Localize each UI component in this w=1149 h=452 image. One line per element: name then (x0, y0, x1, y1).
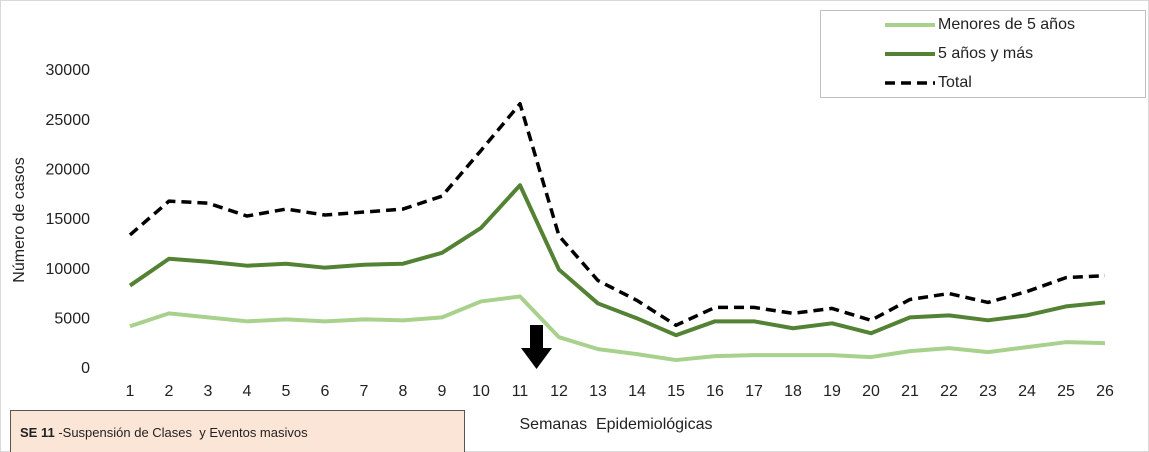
x-tick-label: 16 (706, 383, 724, 400)
legend-label: Menores de 5 años (938, 16, 1075, 33)
x-tick-label: 24 (1018, 383, 1036, 400)
y-axis-label: Número de casos (11, 157, 28, 282)
y-tick-label: 0 (81, 360, 90, 377)
arrow (521, 325, 552, 369)
x-tick-label: 22 (940, 383, 958, 400)
x-tick-label: 25 (1057, 383, 1075, 400)
x-tick-label: 5 (282, 383, 291, 400)
legend-box (820, 10, 1146, 98)
x-tick-label: 14 (628, 383, 646, 400)
series-line (128, 102, 1106, 328)
x-tick-label: 20 (862, 383, 880, 400)
x-tick-label: 21 (901, 383, 919, 400)
x-tick-label: 11 (512, 383, 529, 400)
x-tick-label: 1 (126, 383, 135, 400)
x-tick-label: 19 (823, 383, 841, 400)
x-tick-label: 9 (438, 383, 447, 400)
x-tick-label: 12 (550, 383, 568, 400)
y-tick-label: 5000 (54, 311, 90, 328)
series-line (128, 183, 1106, 338)
y-tick-label: 30000 (46, 62, 91, 79)
x-tick-label: 10 (472, 383, 490, 400)
annotation: SE 11 -Suspensión de Clases y Eventos ma… (20, 425, 308, 440)
y-tick-label: 20000 (46, 162, 91, 179)
y-tick-label: 25000 (46, 112, 91, 129)
x-tick-label: 15 (667, 383, 685, 400)
x-tick-label: 2 (165, 383, 174, 400)
x-tick-label: 8 (399, 383, 408, 400)
annotation-text: -Suspensión de Clases y Eventos masivos (58, 425, 308, 440)
x-tick-label: 6 (321, 383, 330, 400)
x-tick-label: 23 (979, 383, 997, 400)
series-line (129, 294, 1106, 363)
x-tick-label: 13 (589, 383, 607, 400)
x-tick-label: 4 (243, 383, 252, 400)
x-tick-label: 17 (745, 383, 763, 400)
y-tick-label: 15000 (46, 211, 91, 228)
annotation-box (10, 410, 465, 452)
y-tick-label: 10000 (46, 261, 91, 278)
x-tick-label: 26 (1096, 383, 1114, 400)
legend-label: 5 años y más (938, 45, 1033, 62)
x-axis-label: Semanas Epidemiológicas (520, 416, 713, 433)
legend-label: Total (938, 74, 972, 91)
annotation-bold: SE 11 (20, 425, 55, 440)
x-tick-label: 3 (204, 383, 213, 400)
x-tick-label: 7 (360, 383, 369, 400)
x-tick-label: 18 (784, 383, 802, 400)
